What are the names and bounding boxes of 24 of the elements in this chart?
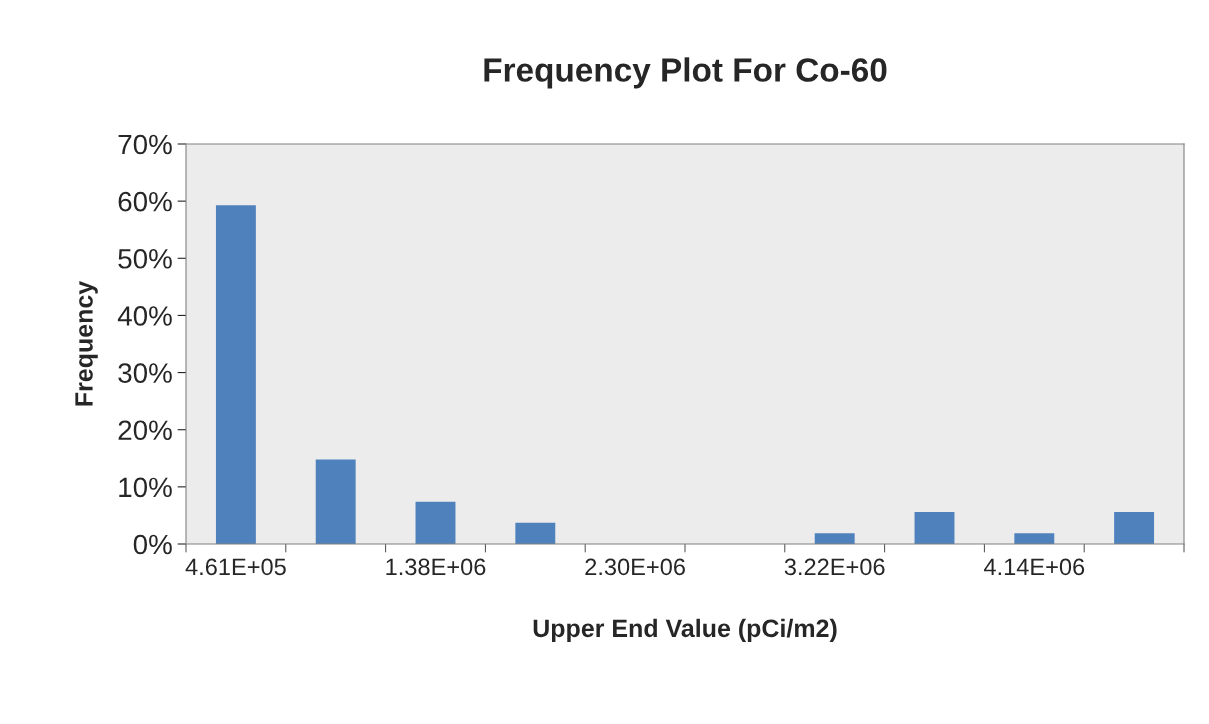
- y-tick-label: 30%: [118, 363, 172, 383]
- x-axis-title: Upper End Value (pCi/m2): [533, 618, 837, 643]
- bar: [215, 205, 256, 544]
- bar: [515, 522, 556, 544]
- x-tick-label: 4.61E+05: [185, 558, 286, 576]
- y-tick-label: 10%: [119, 477, 172, 498]
- chart-title: Frequency Plot For Co-60: [484, 57, 887, 89]
- bar: [1014, 533, 1055, 544]
- y-tick-label: 20%: [118, 420, 172, 441]
- x-tick-label: 1.38E+06: [386, 558, 486, 576]
- y-tick-label: 70%: [118, 134, 172, 155]
- bar: [315, 459, 356, 544]
- x-tick-label: 3.22E+06: [784, 558, 885, 576]
- bar: [1114, 512, 1155, 544]
- y-tick-label: 0%: [133, 534, 172, 555]
- y-axis-title: Frequency: [75, 280, 98, 406]
- x-tick-label: 4.14E+06: [983, 558, 1085, 576]
- bar: [914, 512, 955, 544]
- y-tick-label: 50%: [118, 248, 172, 269]
- y-tick-label: 40%: [117, 306, 172, 326]
- bar: [415, 501, 456, 544]
- y-tick-label: 60%: [118, 191, 172, 212]
- bar: [814, 533, 855, 544]
- x-tick-label: 2.30E+06: [585, 558, 685, 576]
